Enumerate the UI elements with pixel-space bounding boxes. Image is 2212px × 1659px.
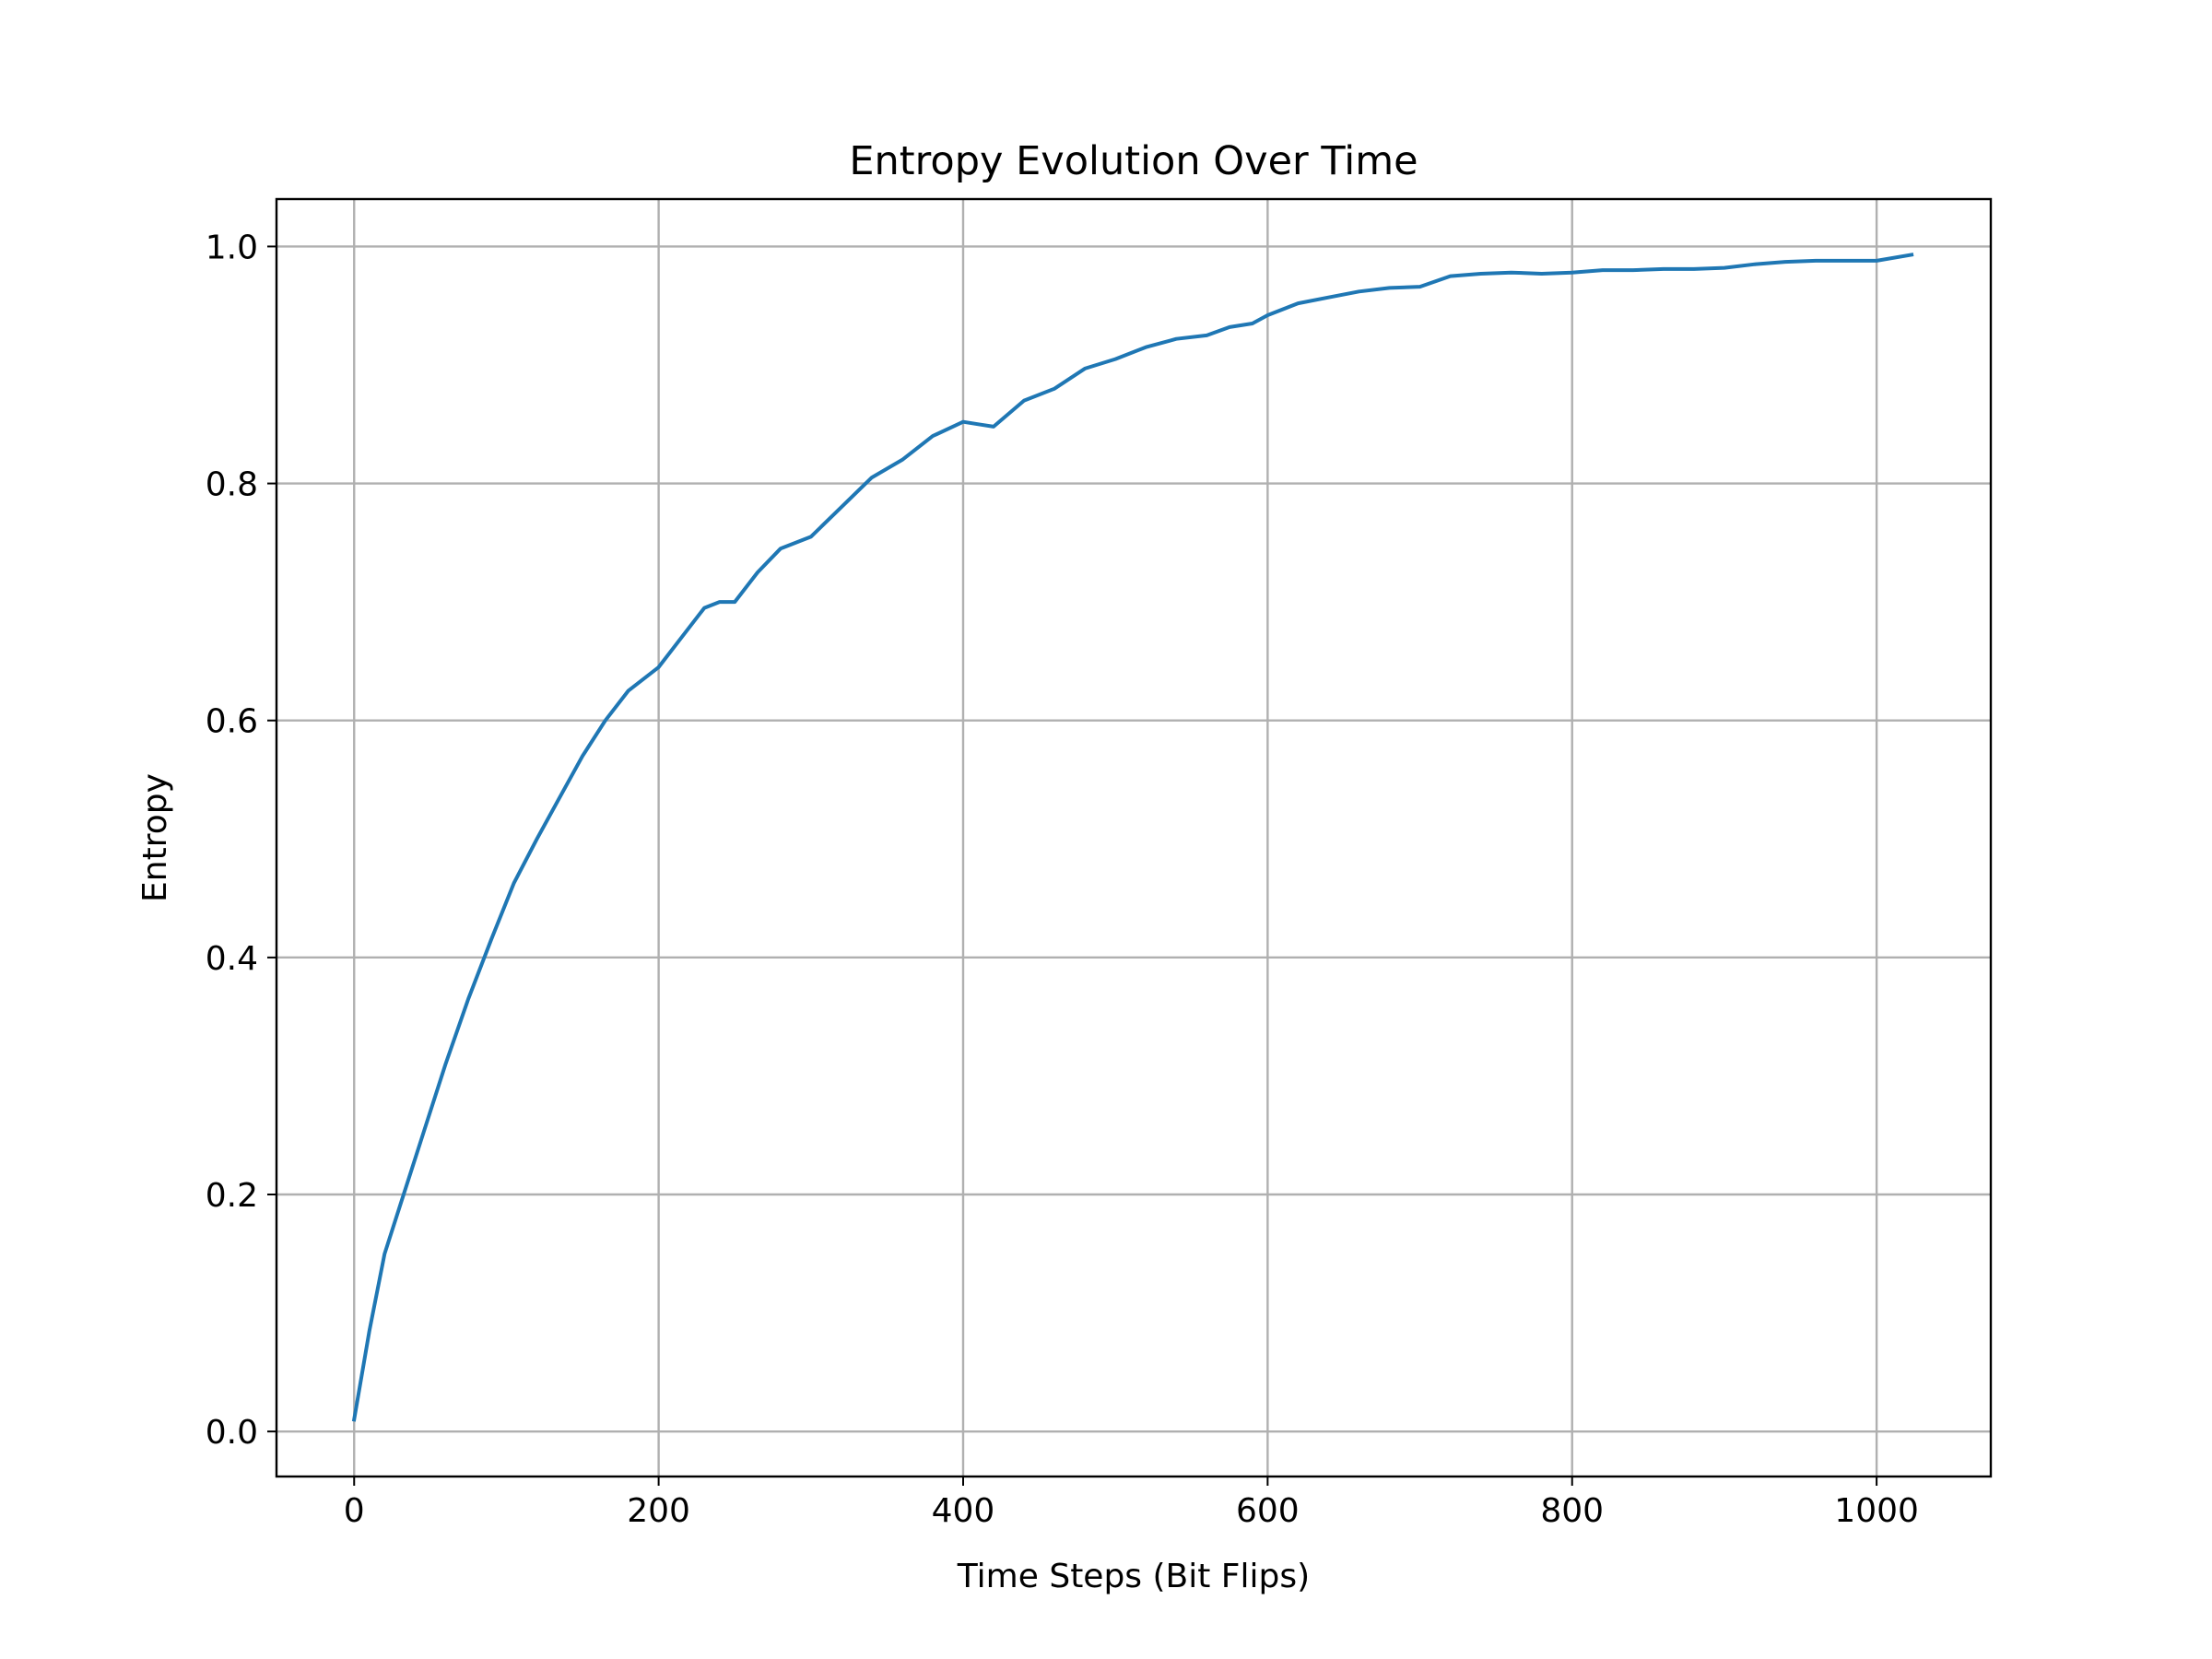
y-tick-label: 0.0 [206,1414,258,1452]
y-tick-label: 0.2 [206,1177,258,1215]
y-tick-label: 0.8 [206,466,258,504]
y-axis-title: Entropy [136,773,174,902]
y-tick-label: 1.0 [206,229,258,266]
x-tick-label: 200 [627,1492,690,1530]
entropy-series-line [351,253,1914,1422]
x-tick-label: 600 [1236,1492,1300,1530]
chart-title: Entropy Evolution Over Time [849,138,1418,184]
grid-layer [276,199,1991,1477]
x-tick-label: 0 [344,1492,365,1530]
y-tick-label: 0.4 [206,940,258,978]
x-axis-title: Time Steps (Bit Flips) [957,1558,1310,1595]
x-tick-label: 1000 [1834,1492,1919,1530]
y-tick-label: 0.6 [206,703,258,741]
plot-frame [275,197,1993,1478]
x-tick-label: 400 [932,1492,995,1530]
series-layer [351,253,1914,1422]
x-tick-label: 800 [1540,1492,1604,1530]
tick-layer: 0 200 400 600 800 1000 0.0 0.2 0.4 0.6 0.8 1.0 [206,229,1919,1530]
